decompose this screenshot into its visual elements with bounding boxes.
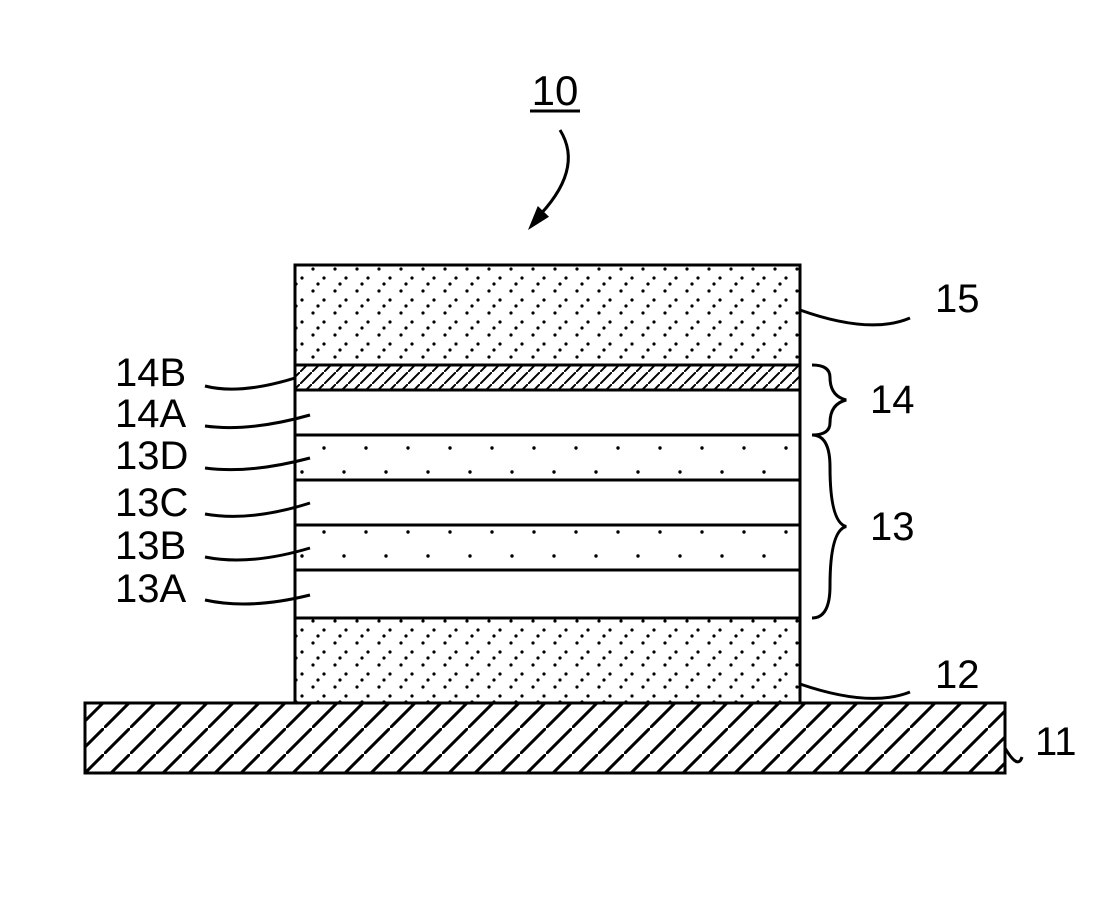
reference-title-text: 10 (532, 67, 579, 114)
layer-13C: 13C (115, 480, 800, 525)
substrate-rect (85, 703, 1005, 773)
label-15: 15 (935, 277, 980, 321)
label-13D: 13D (115, 434, 188, 478)
label-11: 11 (1035, 720, 1077, 764)
brace-14 (812, 365, 846, 435)
leader-12 (800, 684, 910, 698)
group-bracket-13: 13 (812, 435, 915, 618)
layer-13B: 13B (115, 524, 800, 570)
reference-title: 10 (528, 67, 580, 230)
layer-12: 12 (295, 618, 980, 703)
layer-rect-14A (295, 390, 800, 435)
label-13B: 13B (115, 524, 186, 568)
group-bracket-14: 14 (812, 365, 915, 435)
layer-13A: 13A (115, 567, 800, 618)
label-13C: 13C (115, 481, 188, 525)
group-label-13: 13 (870, 505, 915, 549)
group-label-14: 14 (870, 378, 915, 422)
label-14B: 14B (115, 351, 186, 395)
layer-rect-15 (295, 265, 800, 365)
layer-rect-13A (295, 570, 800, 618)
layer-13D: 13D (115, 434, 800, 480)
reference-arrow-shaft (535, 130, 568, 220)
layer-rect-13C (295, 480, 800, 525)
layer-rect-13D (295, 435, 800, 480)
layer-14A: 14A (115, 390, 800, 436)
layer-rect-14B (295, 365, 800, 390)
label-12: 12 (935, 653, 980, 697)
layer-rect-12 (295, 618, 800, 703)
layer-15: 15 (295, 265, 980, 365)
leader-11 (1005, 748, 1022, 762)
label-14A: 14A (115, 392, 186, 436)
layer-rect-13B (295, 525, 800, 570)
leader-15 (800, 310, 910, 325)
leader-14B (205, 378, 295, 389)
substrate-11: 11 (85, 703, 1077, 773)
brace-13 (812, 435, 846, 618)
label-13A: 13A (115, 567, 186, 611)
